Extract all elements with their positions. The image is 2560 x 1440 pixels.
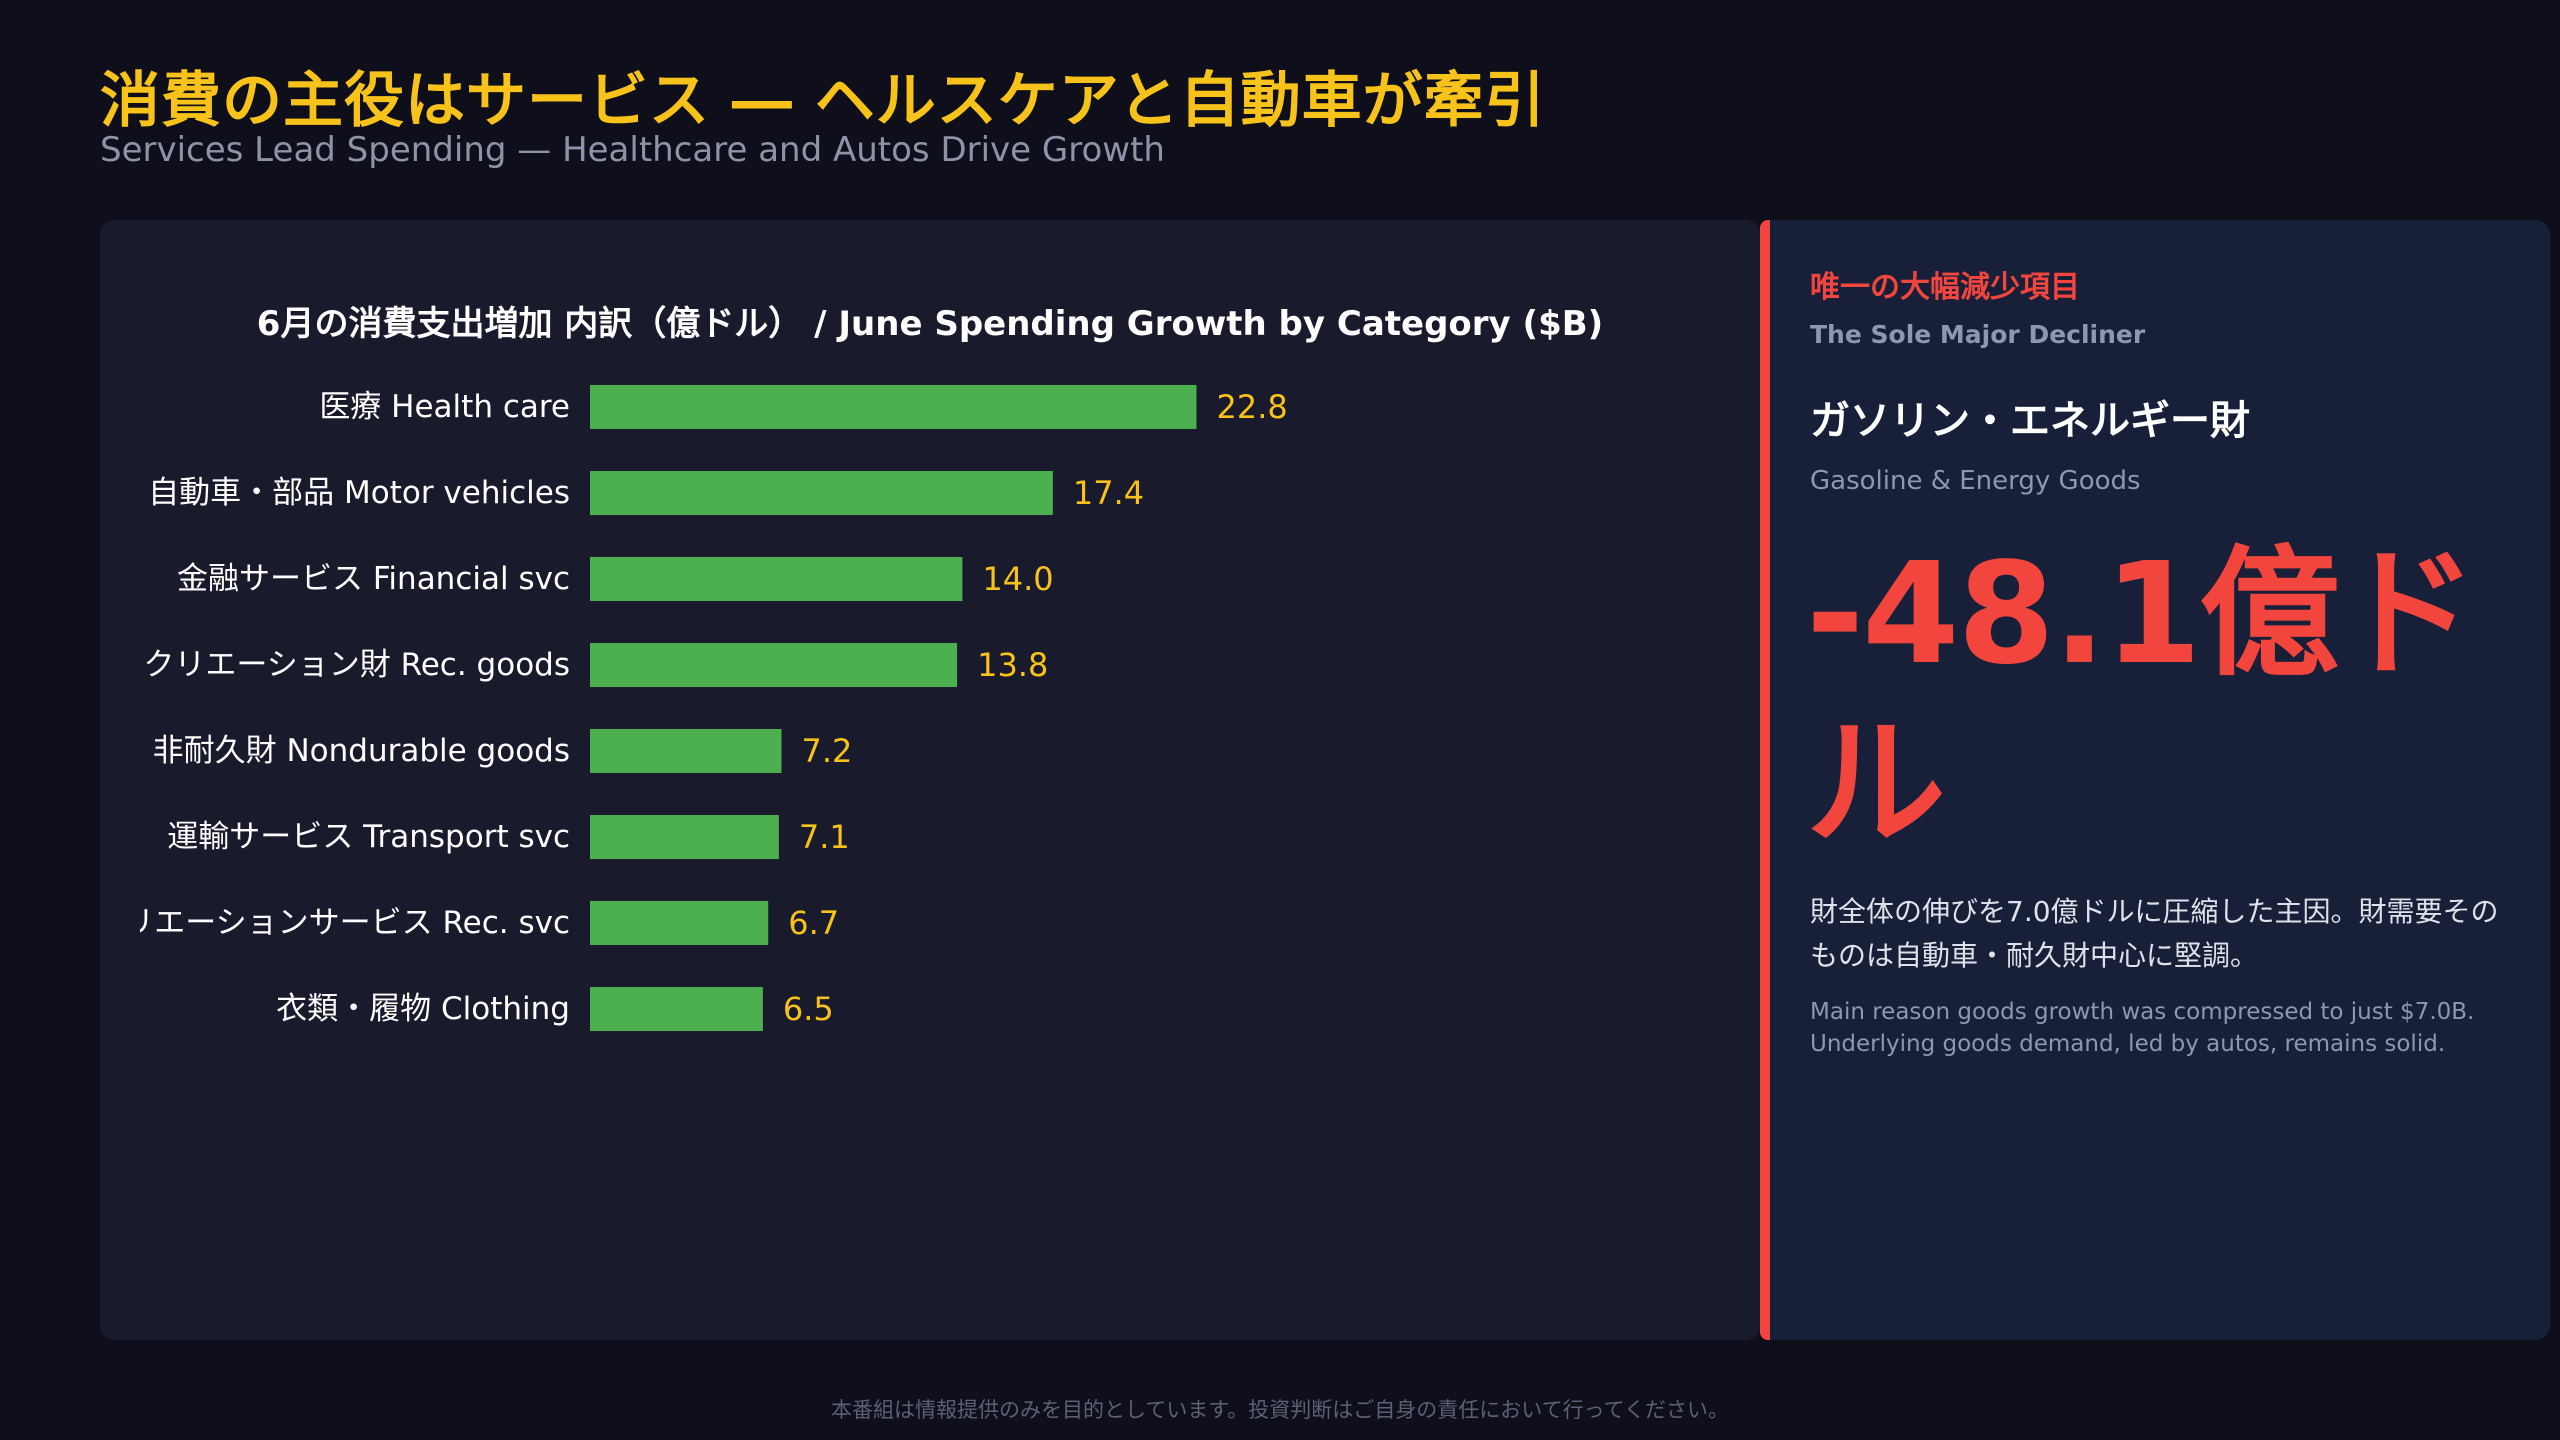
bar — [590, 729, 782, 773]
disclaimer-footer: 本番組は情報提供のみを目的としています。投資判断はご自身の責任において行ってくだ… — [831, 1398, 1729, 1422]
bar — [590, 815, 779, 859]
category-label: 自動車・部品 Motor vehicles — [148, 475, 570, 511]
bar — [590, 557, 963, 601]
category-label: 金融サービス Financial svc — [177, 561, 570, 597]
value-label: 22.8 — [1216, 388, 1287, 426]
category-label: 衣類・履物 Clothing — [276, 991, 570, 1027]
category-label: 運輸サービス Transport svc — [167, 819, 570, 855]
bar — [590, 901, 769, 945]
value-label: 7.2 — [802, 732, 853, 770]
category-label: リエーションサービス Rec. svc — [123, 905, 570, 941]
decliner-description: 財全体の伸びを7.0億ドルに圧縮した主因。財需要そのものは自動車・耐久財中心に堅… — [1810, 895, 2499, 972]
bar — [590, 385, 1197, 429]
value-label: 6.7 — [788, 904, 839, 942]
decliner-value: -48.1億ドル — [1806, 533, 2478, 866]
decliner-kicker-en: The Sole Major Decliner — [1810, 320, 2146, 349]
decliner-description-en: Main reason goods growth was compressed … — [1810, 999, 2475, 1057]
value-label: 7.1 — [799, 818, 850, 856]
page-title: 消費の主役はサービス ― ヘルスケアと自動車が牽引 — [100, 66, 1546, 136]
bar — [590, 471, 1053, 515]
category-label: 非耐久財 Nondurable goods — [153, 733, 570, 769]
chart-title: 6月の消費支出増加 内訳（億ドル） / June Spending Growth… — [256, 304, 1604, 344]
decliner-item: ガソリン・エネルギー財 — [1810, 398, 2250, 444]
decliner-kicker: 唯一の大幅減少項目 — [1810, 270, 2080, 305]
decliner-panel: 唯一の大幅減少項目 The Sole Major Decliner ガソリン・エ… — [1760, 220, 2550, 1340]
decliner-item-en: Gasoline & Energy Goods — [1810, 466, 2141, 496]
page-subtitle: Services Lead Spending — Healthcare and … — [100, 130, 1165, 170]
value-label: 14.0 — [982, 560, 1053, 598]
value-label: 6.5 — [783, 990, 834, 1028]
bar — [590, 643, 958, 687]
bar-chart: 医療 Health care 22.8 自動車・部品 Motor vehicles 1… — [123, 385, 1288, 1031]
value-label: 13.8 — [977, 646, 1048, 684]
category-label: クリエーション財 Rec. goods — [143, 647, 570, 683]
bar — [590, 987, 763, 1031]
category-label: 医療 Health care — [319, 389, 570, 425]
chart-panel: 6月の消費支出増加 内訳（億ドル） / June Spending Growth… — [100, 220, 1760, 1340]
value-label: 17.4 — [1073, 474, 1144, 512]
